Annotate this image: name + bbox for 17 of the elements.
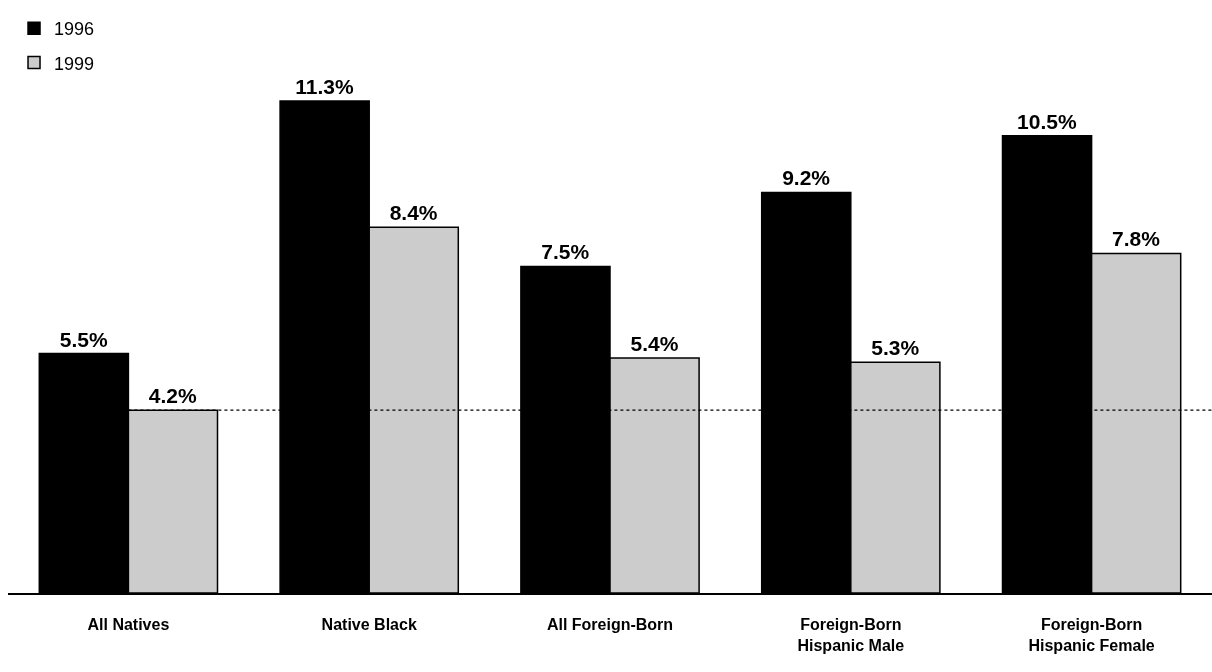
data-label: 7.8% xyxy=(1112,227,1161,251)
x-tick-label: Native Black xyxy=(321,615,417,633)
legend-label: 1999 xyxy=(54,53,95,74)
data-label: 8.4% xyxy=(389,201,438,225)
data-label: 4.2% xyxy=(148,384,198,408)
data-label: 11.3% xyxy=(295,75,355,99)
data-label: 5.4% xyxy=(630,331,679,355)
x-tick-label: All Natives xyxy=(87,615,170,633)
data-label: 7.5% xyxy=(541,240,590,264)
data-label: 10.5% xyxy=(1017,109,1077,133)
x-tick-label: Foreign-Born Hispanic Female xyxy=(1028,615,1155,654)
x-tick-label: All Foreign-Born xyxy=(546,615,674,633)
x-tick-label: Foreign-Born Hispanic Male xyxy=(797,615,905,654)
data-label: 5.3% xyxy=(871,336,920,360)
data-label: 9.2% xyxy=(782,166,831,190)
legend-label: 1996 xyxy=(54,19,95,40)
data-label: 5.5% xyxy=(59,327,108,351)
